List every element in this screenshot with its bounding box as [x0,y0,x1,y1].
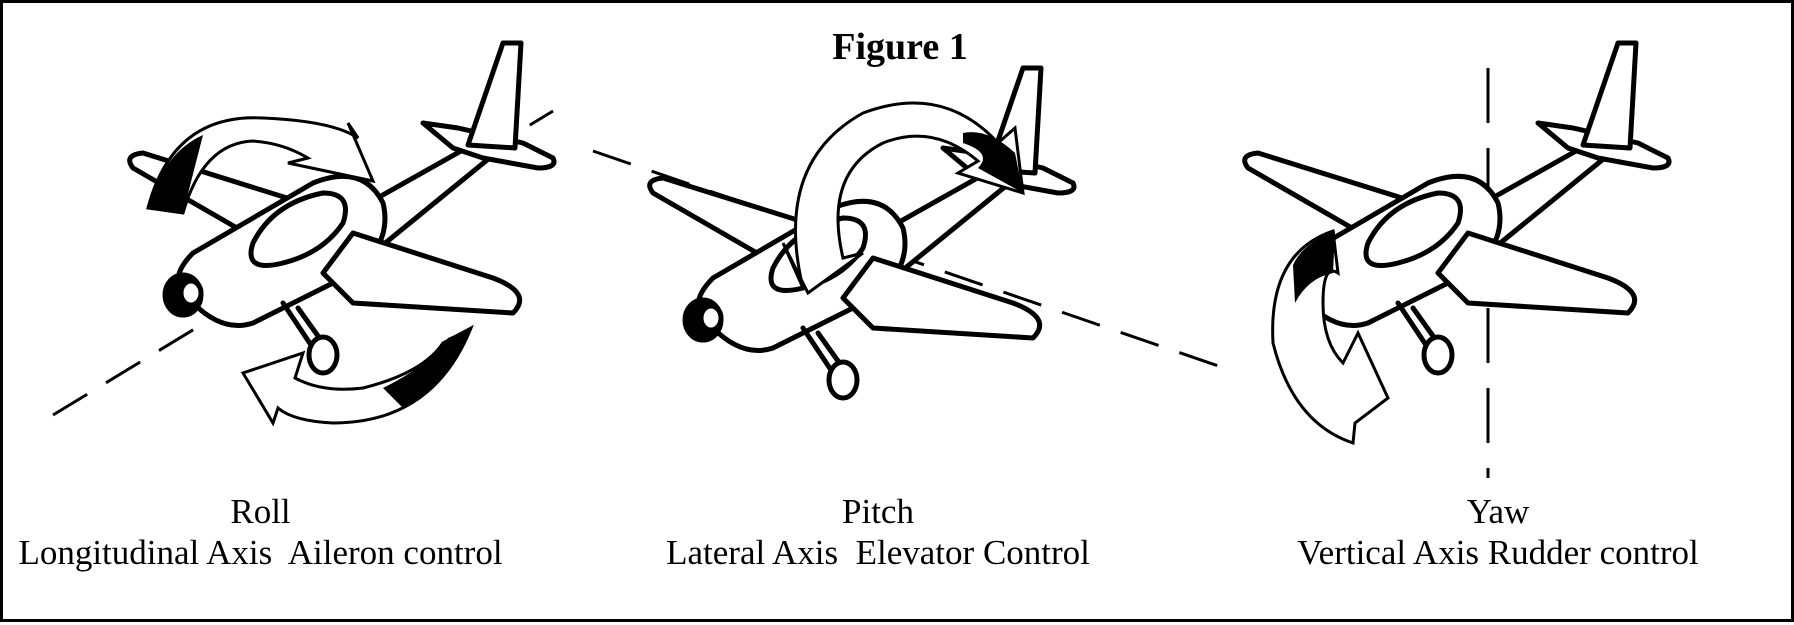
caption-pitch: Pitch Lateral Axis Elevator Control [623,491,1133,573]
yaw-airplane [1245,43,1669,478]
caption-pitch-name: Pitch [842,492,914,531]
figure-title: Figure 1 [832,26,968,68]
figure-illustrations [52,3,1794,478]
caption-roll: Roll Longitudinal Axis Aileron control [3,491,518,573]
pitch-airplane [592,68,1234,398]
caption-roll-subtitle: Longitudinal Axis Aileron control [18,533,503,572]
caption-yaw-subtitle: Vertical Axis Rudder control [1297,533,1699,572]
caption-yaw: Yaw Vertical Axis Rudder control [1243,491,1753,573]
caption-roll-name: Roll [230,492,291,531]
caption-pitch-subtitle: Lateral Axis Elevator Control [666,533,1090,572]
caption-yaw-name: Yaw [1466,492,1530,531]
roll-airplane [52,43,554,427]
